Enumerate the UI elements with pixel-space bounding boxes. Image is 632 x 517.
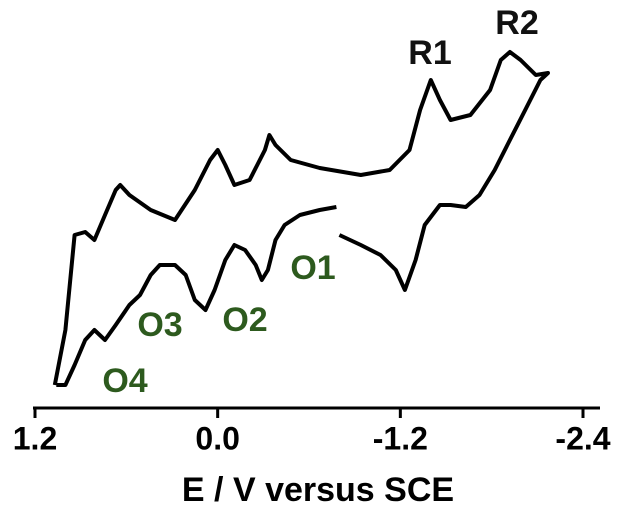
peak-label: R1: [408, 34, 451, 72]
x-tick-label: -1.2: [373, 420, 428, 456]
peak-label: O4: [102, 362, 147, 400]
x-tick-label: -2.4: [555, 420, 610, 456]
x-axis-label: E / V versus SCE: [182, 471, 454, 509]
peak-label: O1: [290, 249, 335, 287]
x-tick-label: 1.2: [13, 420, 57, 456]
x-tick-label: 0.0: [195, 420, 239, 456]
peak-label: O3: [137, 306, 182, 344]
cv-curve: [52, 50, 550, 387]
peak-label: R2: [495, 4, 538, 42]
peak-label: O2: [222, 301, 267, 339]
